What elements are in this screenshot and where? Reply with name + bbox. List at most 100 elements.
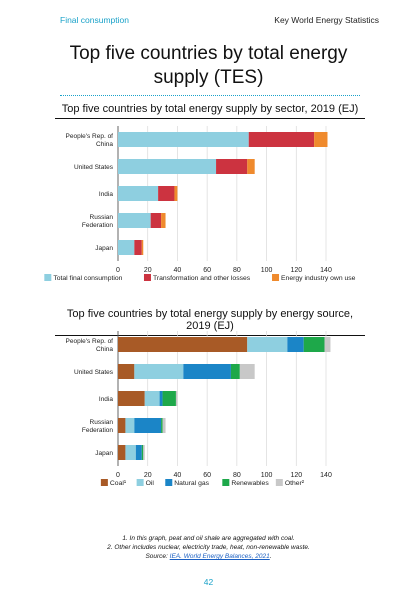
chart2-tick-label: 40: [174, 472, 182, 479]
chart2-bar-gas: [287, 337, 304, 352]
chart1-legend-label: Total final consumption: [53, 275, 122, 282]
chart1-tick-label: 100: [261, 267, 273, 274]
chart1-category-label: Federation: [82, 222, 113, 229]
source-prefix: Source:: [145, 553, 170, 560]
chart1-tick-label: 0: [116, 267, 120, 274]
source-line: Source: IEA. World Energy Balances, 2021…: [40, 552, 377, 561]
chart1-category-label: China: [96, 141, 113, 148]
chart2-bar-other: [324, 337, 331, 352]
chart2-legend-label: Natural gas: [174, 480, 209, 487]
chart1-bar-industry: [174, 186, 178, 201]
chart1-tick-label: 140: [320, 267, 332, 274]
chart2-legend-label: Renewables: [231, 480, 269, 487]
chart2-category-label: People's Rep. of: [66, 338, 114, 345]
chart1-bar-industry: [314, 132, 328, 147]
chart1-title: Top five countries by total energy suppl…: [55, 103, 365, 119]
page-title: Top five countries by total energy suppl…: [69, 43, 348, 88]
chart2-bar-oil: [125, 418, 135, 433]
chart1-category-label: People's Rep. of: [66, 133, 114, 140]
chart2-legend-swatch: [275, 479, 283, 486]
chart2-bar-renewables: [161, 418, 163, 433]
chart1-bar-transformation: [248, 132, 315, 147]
chart2-category-label: Federation: [82, 427, 113, 434]
publication-header: Key World Energy Statistics: [274, 15, 379, 25]
chart2-legend-label: Oil: [146, 480, 155, 487]
chart2-bar-renewables: [141, 445, 144, 460]
footnote-1: 1. In this graph, peat and oil shale are…: [122, 535, 295, 542]
source-suffix: .: [269, 553, 272, 560]
chart2-bar-oil: [247, 337, 288, 352]
chart1-bar-final: [118, 213, 151, 228]
chart2-bar-coal: [118, 418, 126, 433]
chart1-bar-industry: [247, 159, 255, 174]
chart2-legend-swatch: [100, 479, 108, 486]
chart2-bar-oil: [144, 391, 160, 406]
chart2-bar-other: [143, 445, 145, 460]
chart1-bar-final: [118, 240, 135, 255]
chart1-tick-label: 120: [290, 267, 302, 274]
chart1-category-label: Japan: [95, 245, 113, 252]
chart1-category-label: United States: [74, 164, 114, 171]
chart2-legend-swatch: [222, 479, 230, 486]
chart2-bar-other: [175, 391, 178, 406]
chart2-bar-oil: [125, 445, 136, 460]
chart1-bar-final: [118, 186, 159, 201]
footnotes: 1. In this graph, peat and oil shale are…: [40, 534, 377, 561]
chart1-bar-transformation: [150, 213, 162, 228]
chart1-legend-swatch: [143, 274, 151, 281]
chart1-tick-label: 40: [174, 267, 182, 274]
chart1-legend-swatch: [272, 274, 280, 281]
chart2-tick-label: 140: [320, 472, 332, 479]
chart2-bar-coal: [118, 337, 248, 352]
chart1-category-label: Russian: [90, 214, 114, 221]
chart2-category-label: United States: [74, 369, 114, 376]
chart1-tick-label: 60: [203, 267, 211, 274]
chart2-bar-other: [162, 418, 166, 433]
chart2-tick-label: 0: [116, 472, 120, 479]
chart2-bar-oil: [134, 364, 184, 379]
chart2-bar-renewables: [303, 337, 325, 352]
chart2-bar-coal: [118, 364, 135, 379]
chart2-bar-gas: [135, 445, 142, 460]
chart2-legend-label: Coal¹: [110, 480, 127, 487]
chart1-legend-swatch: [44, 274, 52, 281]
chart2-legend-swatch: [165, 479, 173, 486]
chart1-bar-industry: [141, 240, 144, 255]
chart2-tick-label: 60: [203, 472, 211, 479]
chart1-bar-transformation: [158, 186, 175, 201]
chart2-tick-label: 80: [233, 472, 241, 479]
chart2-bar-renewables: [162, 391, 176, 406]
chart2-bar-gas: [183, 364, 231, 379]
chart1-bar-industry: [161, 213, 166, 228]
page-number: 42: [203, 577, 214, 587]
source-link[interactable]: IEA. World Energy Balances, 2021: [169, 553, 270, 560]
chart1-legend-label: Energy industry own use: [281, 275, 356, 282]
chart1-tick-label: 80: [233, 267, 241, 274]
chart2-bar-gas: [134, 418, 162, 433]
chart2-category-label: India: [99, 396, 113, 403]
chart1-category-label: India: [99, 191, 113, 198]
chart2-bar-other: [239, 364, 255, 379]
chart2-bar-renewables: [230, 364, 240, 379]
chart2-title: Top five countries by total energy suppl…: [55, 308, 365, 336]
chart2-legend-label: Other²: [285, 480, 305, 487]
title-divider: [60, 95, 360, 96]
chart1-tick-label: 20: [144, 267, 152, 274]
chart1-legend-label: Transformation and other losses: [153, 275, 251, 282]
chart1-bar-transformation: [216, 159, 248, 174]
footnote-2: 2. Other includes nuclear, electricity t…: [107, 544, 310, 551]
chart2-bar-coal: [118, 445, 126, 460]
chart2-bar-coal: [118, 391, 145, 406]
chart2-category-label: China: [96, 346, 113, 353]
chart2-category-label: Russian: [90, 419, 114, 426]
chart2-tick-label: 20: [144, 472, 152, 479]
chart1-bar-final: [118, 159, 217, 174]
chart1-bar-transformation: [134, 240, 142, 255]
chart1-bar-final: [118, 132, 249, 147]
chart2-category-label: Japan: [95, 450, 113, 457]
chart2-legend-swatch: [136, 479, 144, 486]
section-header: Final consumption: [60, 15, 129, 25]
chart2-tick-label: 120: [290, 472, 302, 479]
